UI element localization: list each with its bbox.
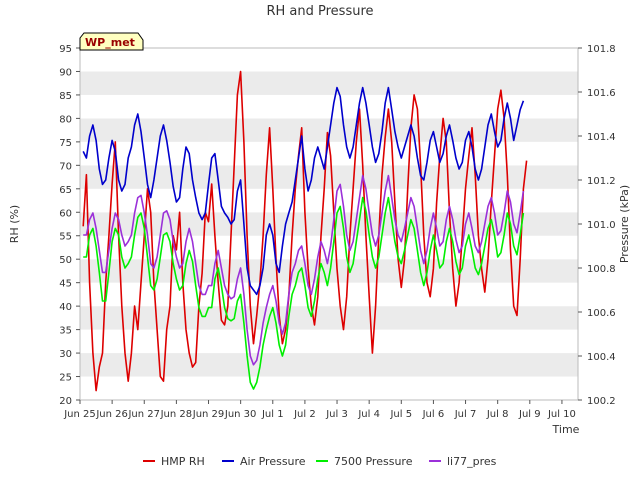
x-tick-label: Jun 29 [192, 409, 225, 420]
y-right-tick-label: 100.8 [587, 264, 616, 275]
grid-band [80, 188, 578, 213]
x-tick-label: Jul 9 [518, 409, 541, 420]
series-line-air-pressure [82, 86, 525, 296]
y-axis-right: 100.2 100.4 100.6 100.8 101.0 101.2 101.4 101.6… [578, 44, 616, 407]
y-right-tick-label: 101.0 [587, 220, 616, 231]
x-tick-label: Jul 8 [486, 409, 509, 420]
series-lines [82, 70, 528, 392]
grid-band [80, 94, 578, 119]
y-left-tick-label: 35 [59, 326, 72, 337]
y-left-tick-label: 20 [59, 396, 72, 407]
series-line-li77-pres [83, 174, 525, 366]
x-tick-label: Jul 4 [357, 409, 380, 420]
y-left-tick-label: 70 [59, 161, 72, 172]
grid-band [80, 353, 578, 377]
badge-shape [79, 32, 144, 51]
x-tick-label: Jul 5 [389, 409, 412, 420]
badge-label: WP_met [85, 36, 135, 49]
x-tick-label: Jun 27 [127, 409, 160, 420]
grid-band [80, 306, 578, 330]
y-axis-right-label: Pressure (kPa) [618, 185, 631, 263]
legend-label: 7500 Pressure [334, 455, 413, 468]
wp-met-badge: WP_met [79, 32, 144, 51]
y-right-tick-label: 101.4 [587, 132, 616, 143]
chart-title: RH and Pressure [266, 4, 373, 19]
grid-band [80, 48, 578, 72]
y-left-tick-label: 45 [59, 279, 72, 290]
x-tick-label: Jul 1 [261, 409, 284, 420]
y-left-tick-label: 55 [59, 232, 72, 243]
y-left-tick-label: 50 [59, 255, 72, 266]
y-right-tick-label: 100.2 [587, 396, 616, 407]
x-tick-label: Jul 10 [547, 409, 576, 420]
x-tick-label: Jun 28 [160, 409, 193, 420]
y-axis-left: 20 25 30 35 40 45 50 55 60 65 70 75 80 85 90 95 [59, 44, 80, 407]
legend-label: HMP RH [161, 455, 205, 468]
y-left-tick-label: 40 [59, 302, 72, 313]
legend-label: Air Pressure [240, 455, 306, 468]
x-tick-label: Jul 6 [422, 409, 445, 420]
y-right-tick-label: 101.6 [587, 88, 616, 99]
x-tick-label: Jul 7 [454, 409, 477, 420]
series-line-hmp-rh [82, 70, 528, 392]
x-tick-label: Jul 2 [293, 409, 316, 420]
x-tick-label: Jun 30 [224, 409, 257, 420]
y-left-tick-label: 80 [59, 114, 72, 125]
y-right-tick-label: 101.2 [587, 176, 616, 187]
y-left-tick-label: 25 [59, 373, 72, 384]
y-left-tick-label: 85 [59, 91, 72, 102]
y-right-tick-label: 101.8 [587, 44, 616, 55]
grid-band [80, 376, 578, 400]
y-left-tick-label: 30 [59, 349, 72, 360]
y-left-tick-label: 65 [59, 185, 72, 196]
grid-band [80, 329, 578, 354]
grid-band [80, 118, 578, 142]
y-left-tick-label: 60 [59, 208, 72, 219]
y-left-tick-label: 90 [59, 67, 72, 78]
x-axis: Jun 25 Jun 26 Jun 27 Jun 28 Jun 29 Jun 30 Jul … [63, 400, 576, 420]
grid-bands [80, 48, 578, 400]
y-right-tick-label: 100.6 [587, 308, 616, 319]
x-tick-label: Jun 25 [63, 409, 96, 420]
legend: HMP RH Air Pressure 7500 Pressure li77_pres [143, 455, 497, 468]
x-tick-label: Jun 26 [95, 409, 128, 420]
x-axis-label: Time [552, 423, 580, 436]
y-left-tick-label: 75 [59, 138, 72, 149]
y-axis-left-label: RH (%) [8, 205, 21, 243]
grid-band [80, 282, 578, 307]
y-right-tick-label: 100.4 [587, 352, 616, 363]
y-left-tick-label: 95 [59, 44, 72, 55]
grid-band [80, 71, 578, 95]
grid-band [80, 165, 578, 189]
legend-label: li77_pres [447, 455, 497, 468]
series-line-7500-pressure [83, 196, 525, 390]
x-tick-label: Jul 3 [325, 409, 348, 420]
